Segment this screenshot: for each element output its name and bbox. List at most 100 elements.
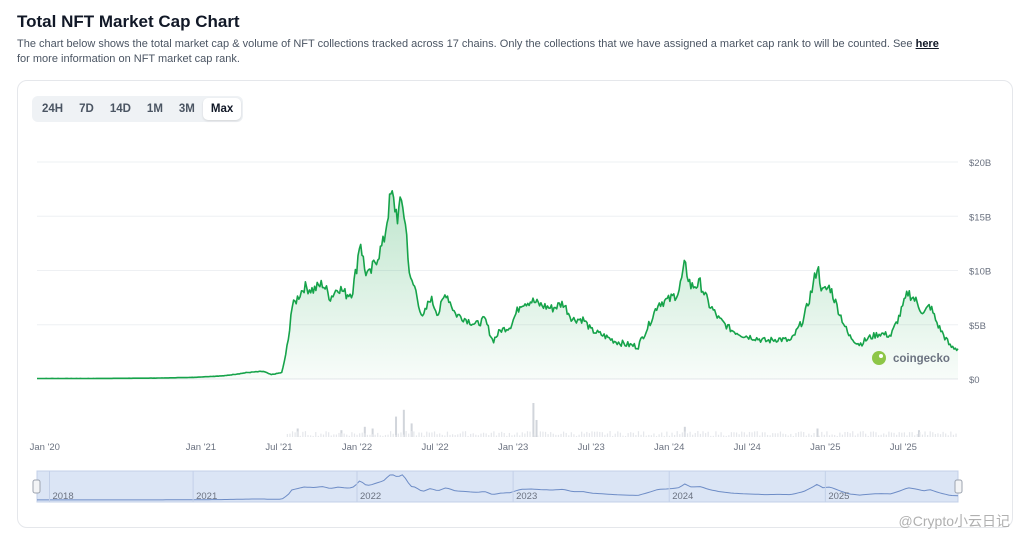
volume-bar bbox=[821, 431, 823, 437]
volume-bar bbox=[942, 431, 944, 437]
volume-bar bbox=[630, 432, 632, 437]
volume-bar bbox=[291, 431, 294, 437]
volume-bar bbox=[777, 433, 779, 437]
volume-bar bbox=[568, 435, 570, 437]
y-axis-labels: $0 $5B $10B $15B $20B bbox=[969, 158, 991, 386]
volume-bar bbox=[834, 434, 836, 437]
description-tail: for more information on NFT market cap r… bbox=[17, 53, 240, 65]
volume-bar bbox=[645, 435, 647, 437]
volume-bar bbox=[911, 432, 913, 437]
volume-bar bbox=[617, 431, 619, 437]
volume-bar bbox=[418, 432, 420, 437]
volume-bar bbox=[395, 435, 397, 437]
volume-bar bbox=[694, 433, 696, 437]
volume-bar bbox=[720, 432, 722, 437]
volume-bar bbox=[392, 433, 394, 437]
volume-bar bbox=[511, 435, 513, 437]
volume-bar bbox=[307, 435, 309, 437]
volume-bar bbox=[955, 433, 957, 437]
volume-bar bbox=[715, 431, 717, 437]
volume-bar bbox=[826, 431, 828, 437]
volume-bar bbox=[689, 431, 691, 437]
volume-bar bbox=[622, 435, 624, 437]
x-tick-label: Jul '24 bbox=[734, 442, 761, 453]
x-tick-label: Jan '23 bbox=[498, 442, 528, 453]
volume-bar bbox=[532, 433, 534, 437]
volume-bar bbox=[619, 432, 621, 437]
x-tick-label: Jul '22 bbox=[421, 442, 448, 453]
volume-bar bbox=[877, 435, 880, 437]
volume-bar bbox=[542, 431, 544, 437]
volume-bar bbox=[485, 433, 487, 437]
x-tick-label: Jul '21 bbox=[265, 442, 292, 453]
volume-bar bbox=[818, 435, 820, 437]
volume-bar bbox=[539, 431, 541, 437]
volume-bar bbox=[410, 423, 413, 437]
volume-bar bbox=[428, 432, 430, 437]
range-navigator[interactable]: 2018 2021 2022 2023 2024 2025 bbox=[32, 470, 963, 503]
navigator-label: 2023 bbox=[516, 491, 537, 502]
volume-bar bbox=[785, 434, 787, 437]
volume-bar bbox=[480, 433, 482, 437]
coingecko-logo: coingecko bbox=[872, 351, 950, 365]
volume-bar bbox=[495, 435, 498, 437]
volume-bar bbox=[857, 433, 859, 437]
here-link[interactable]: here bbox=[915, 38, 939, 50]
volume-bar bbox=[322, 434, 325, 437]
tab-max[interactable]: Max bbox=[202, 98, 242, 120]
navigator-right-handle[interactable] bbox=[954, 479, 963, 494]
volume-bar bbox=[563, 431, 565, 437]
volume-bar bbox=[908, 432, 911, 437]
volume-bar bbox=[451, 434, 454, 437]
page-description: The chart below shows the total market c… bbox=[17, 37, 1007, 67]
volume-bar bbox=[803, 431, 805, 437]
volume-bar bbox=[459, 433, 461, 437]
volume-bar bbox=[872, 431, 875, 437]
volume-bar bbox=[410, 431, 412, 437]
navigator-left-handle[interactable] bbox=[32, 479, 41, 494]
volume-bar bbox=[581, 431, 583, 437]
volume-bar bbox=[384, 434, 387, 437]
volume-bar bbox=[356, 434, 358, 437]
volume-bar bbox=[371, 428, 374, 437]
volume-bar bbox=[808, 433, 810, 437]
volume-bar bbox=[317, 435, 319, 437]
volume-bar bbox=[343, 433, 345, 437]
volume-bar bbox=[893, 432, 895, 437]
volume-bar bbox=[723, 435, 725, 437]
navigator-label: 2024 bbox=[672, 491, 693, 502]
volume-bar bbox=[426, 431, 428, 437]
volume-bar bbox=[591, 431, 593, 437]
volume-bar bbox=[433, 431, 436, 437]
volume-bar bbox=[289, 433, 291, 437]
tab-7d[interactable]: 7D bbox=[79, 103, 94, 115]
volume-bar bbox=[828, 435, 831, 437]
volume-bar bbox=[728, 435, 730, 437]
volume-bar bbox=[919, 432, 921, 437]
volume-bar bbox=[340, 433, 343, 437]
tab-14d[interactable]: 14D bbox=[109, 103, 131, 115]
volume-bar bbox=[338, 432, 340, 437]
tab-24h[interactable]: 24H bbox=[42, 103, 64, 115]
volume-bar bbox=[387, 434, 389, 437]
volume-bar bbox=[573, 434, 575, 437]
navigator-label: 2025 bbox=[828, 491, 849, 502]
x-axis-labels: Jan '20 Jan '21 Jul '21 Jan '22 Jul '22 Jan '… bbox=[30, 442, 917, 453]
volume-bar bbox=[661, 432, 663, 437]
tab-3m[interactable]: 3M bbox=[178, 103, 195, 115]
volume-bar bbox=[535, 420, 538, 437]
volume-bar bbox=[748, 431, 751, 437]
page-title: Total NFT Market Cap Chart bbox=[17, 12, 240, 31]
volume-bar bbox=[945, 433, 947, 437]
volume-bar bbox=[532, 403, 535, 437]
coingecko-logo-text: coingecko bbox=[893, 353, 950, 365]
volume-bar bbox=[467, 435, 469, 437]
volume-bar bbox=[888, 431, 890, 437]
volume-bar bbox=[297, 431, 299, 437]
volume-bar bbox=[560, 433, 562, 437]
volume-bar bbox=[927, 435, 929, 437]
volume-bar bbox=[436, 434, 438, 437]
tab-1m[interactable]: 1M bbox=[146, 103, 163, 115]
x-tick-label: Jan '24 bbox=[654, 442, 684, 453]
